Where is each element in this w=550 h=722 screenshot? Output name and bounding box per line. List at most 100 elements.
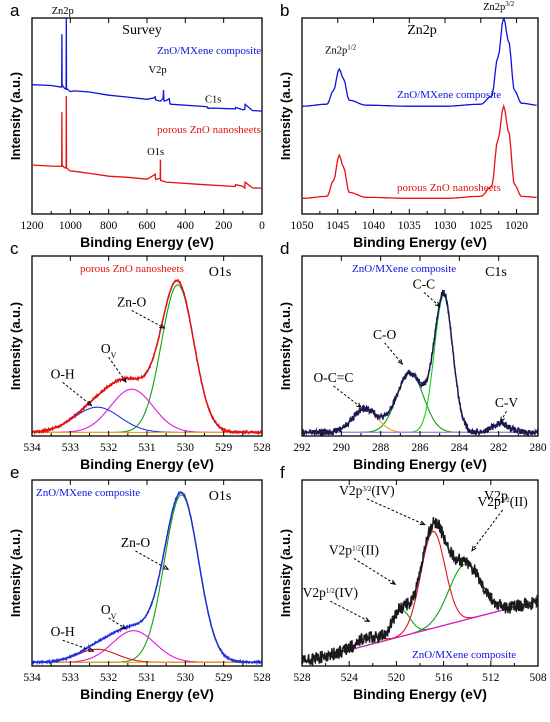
x-tick-label: 0 xyxy=(259,220,265,232)
x-tick-label: 292 xyxy=(293,442,311,454)
envelope-curve xyxy=(302,292,538,433)
panel-f: 528 524 520 516 512 508 Binding Energy (eV) Int… xyxy=(278,463,547,702)
annotation-label: C-V xyxy=(495,395,519,410)
annotation-text: C-C xyxy=(413,276,436,291)
inner-label: ZnO/MXene composite xyxy=(412,649,516,661)
arrow-head xyxy=(163,565,170,570)
component-c-c xyxy=(302,294,538,433)
series-line-0 xyxy=(302,18,537,107)
panel-letter: d xyxy=(280,239,289,258)
x-tick-label: 520 xyxy=(388,672,406,684)
x-tick-label: 1040 xyxy=(362,220,385,232)
x-tick-label: 200 xyxy=(215,220,233,232)
plot-frame xyxy=(301,17,539,215)
annotation-tail: (IV) xyxy=(335,585,358,600)
arrow-head xyxy=(364,617,371,622)
plot-area xyxy=(32,278,262,436)
component-o-v xyxy=(32,388,262,433)
annotation-arrow xyxy=(471,509,503,551)
annotation-arrow xyxy=(333,385,362,408)
annotation-arrow xyxy=(353,557,396,585)
series-label: porous ZnO nanosheets xyxy=(157,124,261,136)
y-axis-label: Intensity (a.u.) xyxy=(8,529,23,617)
arrow-head xyxy=(356,402,363,408)
panel-letter: a xyxy=(10,1,20,20)
x-tick-label: 1045 xyxy=(326,220,349,232)
annotation-sup: 1/2 xyxy=(347,43,356,51)
component-zn-o xyxy=(32,284,262,433)
y-axis-label: Intensity (a.u.) xyxy=(8,302,23,390)
x-tick-label: 1025 xyxy=(469,220,492,232)
panel-title: V2p xyxy=(484,489,508,504)
annotation-label: O1s xyxy=(147,147,164,158)
x-tick-label: 531 xyxy=(138,672,156,684)
annotation-text: O xyxy=(101,341,111,356)
y-axis-label: Intensity (a.u.) xyxy=(278,529,293,617)
annotation-text: O-C=C xyxy=(314,370,354,385)
arrow-head xyxy=(397,359,404,365)
x-tick-label: 524 xyxy=(341,672,359,684)
x-tick-label: 529 xyxy=(215,442,233,454)
annotation-tail: (II) xyxy=(510,494,528,509)
arrow-head xyxy=(390,579,397,585)
panel-title: C1s xyxy=(485,265,507,280)
x-tick-label: 529 xyxy=(215,672,233,684)
annotation-label: C-C xyxy=(413,276,436,291)
annotation-arrow xyxy=(135,550,169,570)
x-tick-label: 533 xyxy=(62,672,80,684)
annotation-text: C1s xyxy=(205,94,221,105)
x-tick-label: 508 xyxy=(529,672,547,684)
annotation-label: V2p3/2(II) xyxy=(478,494,528,509)
annotation-text: Zn-O xyxy=(121,535,150,550)
annotation-label: OV xyxy=(101,602,117,621)
panel-title: O1s xyxy=(209,489,232,504)
annotation-arrow xyxy=(423,292,440,307)
annotation-label: C-O xyxy=(373,327,397,342)
x-axis-label: Binding Energy (eV) xyxy=(80,234,214,250)
annotation-tail: (IV) xyxy=(371,483,394,498)
plot-frame xyxy=(31,255,263,437)
arrow-head xyxy=(471,545,477,552)
x-tick-label: 534 xyxy=(23,442,41,454)
panel-title: O1s xyxy=(209,265,232,280)
annotation-label: Zn2p xyxy=(52,6,74,17)
inner-label: ZnO/MXene composite xyxy=(352,263,456,275)
arrow-head xyxy=(86,400,93,407)
panel-title: Survey xyxy=(122,23,162,38)
annotation-arrow xyxy=(131,309,165,329)
x-tick-label: 528 xyxy=(253,442,271,454)
annotation-arrow xyxy=(62,639,94,652)
measured-curve xyxy=(32,278,262,436)
series-label: porous ZnO nanosheets xyxy=(397,182,501,194)
plot-area xyxy=(302,289,538,436)
x-tick-label: 532 xyxy=(100,672,118,684)
annotation-label: V2p1/2(IV) xyxy=(303,585,358,600)
x-tick-label: 532 xyxy=(100,442,118,454)
arrow-head xyxy=(434,301,441,308)
panel-e: 534 533 532 531 530 529 528 Binding Energy (eV)… xyxy=(8,463,271,702)
annotation-label: V2p1/2(II) xyxy=(329,542,379,557)
annotation-arrow xyxy=(108,617,127,630)
series-label: ZnO/MXene composite xyxy=(397,89,501,101)
annotation-text: V2p xyxy=(303,585,326,600)
annotation-text: Zn2p xyxy=(325,45,347,56)
annotation-sup: 3/2 xyxy=(501,496,510,504)
annotation-arrow xyxy=(62,382,92,406)
panel-letter: e xyxy=(10,463,19,482)
annotation-arrow xyxy=(108,356,127,383)
panel-a: 1200 1000 800 600 400 200 0 Binding Energy (eV)… xyxy=(8,1,265,250)
plot-area xyxy=(32,18,262,190)
annotation-arrow xyxy=(366,498,425,526)
annotation-text: Zn2p xyxy=(483,2,505,13)
panel-letter: b xyxy=(280,1,289,20)
y-axis-label: Intensity (a.u.) xyxy=(8,72,23,160)
annotation-sub: V xyxy=(111,611,117,620)
arrow-head xyxy=(419,520,426,526)
annotation-arrow xyxy=(384,342,403,365)
measured-curve xyxy=(302,289,538,436)
arrow-head xyxy=(121,377,127,384)
annotation-sup: 1/2 xyxy=(352,544,361,552)
x-tick-label: 600 xyxy=(138,220,156,232)
y-axis-label: Intensity (a.u.) xyxy=(278,72,293,160)
annotation-sub: V xyxy=(111,351,117,360)
